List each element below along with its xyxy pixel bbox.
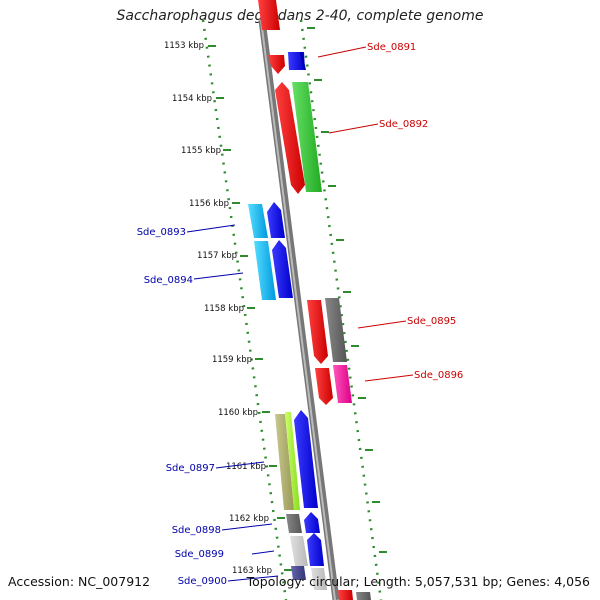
gene-feature [285,412,300,510]
tick-label: 1158 kbp [204,304,244,314]
gene-feature [338,590,353,600]
right-ruler-line [299,19,383,600]
gene-label-sde-0892: Sde_0892 [379,119,428,130]
gene-label-sde-0893: Sde_0893 [137,227,186,238]
leader-line-0893 [186,224,236,233]
right-tick-marks [307,27,387,553]
gene-feature [286,514,302,533]
gene-feature [291,566,306,580]
gene-feature [325,298,347,362]
leader-lines [186,46,414,582]
gene-label-sde-0899: Sde_0899 [175,549,224,560]
gene-label-sde-0897: Sde_0897 [166,463,215,474]
gene-feature [333,365,352,403]
leader-line-0898 [221,523,273,531]
gene-label-sde-0900: Sde_0900 [178,576,227,587]
gene-feature [311,568,327,590]
gene-label-sde-0896: Sde_0896 [414,370,463,381]
leader-line-0895 [357,320,407,329]
gene-label-sde-0891: Sde_0891 [367,42,416,53]
accession-text: Accession: NC_007912 [8,574,151,589]
tick-label: 1156 kbp [189,199,229,209]
gene-feature [258,0,280,30]
genome-summary-text: Topology: circular; Length: 5,057,531 bp… [246,574,590,589]
gene-feature [300,52,306,70]
gene-feature [290,536,308,566]
gene-feature [254,241,276,300]
gene-feature [356,592,371,600]
gene-feature [307,300,328,364]
tick-label: 1161 kbp [226,462,266,472]
leader-line-0899 [251,550,275,555]
gene-labels: Sde_0891 Sde_0892 Sde_0893 Sde_0894 Sde_… [137,42,464,587]
tick-label: 1155 kbp [181,146,221,156]
gene-feature [292,82,322,192]
leader-line-0896 [364,374,414,382]
gene-feature [268,55,285,74]
gene-feature [275,414,294,510]
tick-labels: 1153 kbp 1154 kbp 1155 kbp 1156 kbp 1157… [164,41,272,576]
gene-feature [294,410,318,508]
leader-line-0892 [328,123,379,134]
gene-feature [267,202,285,238]
gene-feature [315,368,333,405]
gene-label-sde-0898: Sde_0898 [172,525,221,536]
tick-label: 1163 kbp [232,566,272,576]
leader-line-0897 [215,461,265,469]
leader-line-0900 [227,575,279,582]
left-tick-marks [208,45,292,571]
gene-feature [272,240,293,298]
gene-feature [288,52,305,70]
gene-feature [304,512,320,533]
gene-feature [307,533,324,566]
tick-label: 1162 kbp [229,514,269,524]
gene-features [248,0,371,600]
gene-label-sde-0895: Sde_0895 [407,316,456,327]
gene-feature [275,82,305,194]
gene-feature [248,204,268,238]
leader-line-0891 [317,46,367,58]
genome-backbone-highlight [260,19,336,600]
tick-label: 1153 kbp [164,41,204,51]
gene-label-sde-0894: Sde_0894 [144,275,193,286]
tick-label: 1159 kbp [212,355,252,365]
tick-label: 1157 kbp [197,251,237,261]
map-title: Saccharophagus degradans 2-40, complete … [116,8,484,24]
leader-line-0894 [193,272,244,280]
tick-label: 1154 kbp [172,94,212,104]
tick-label: 1160 kbp [218,408,258,418]
